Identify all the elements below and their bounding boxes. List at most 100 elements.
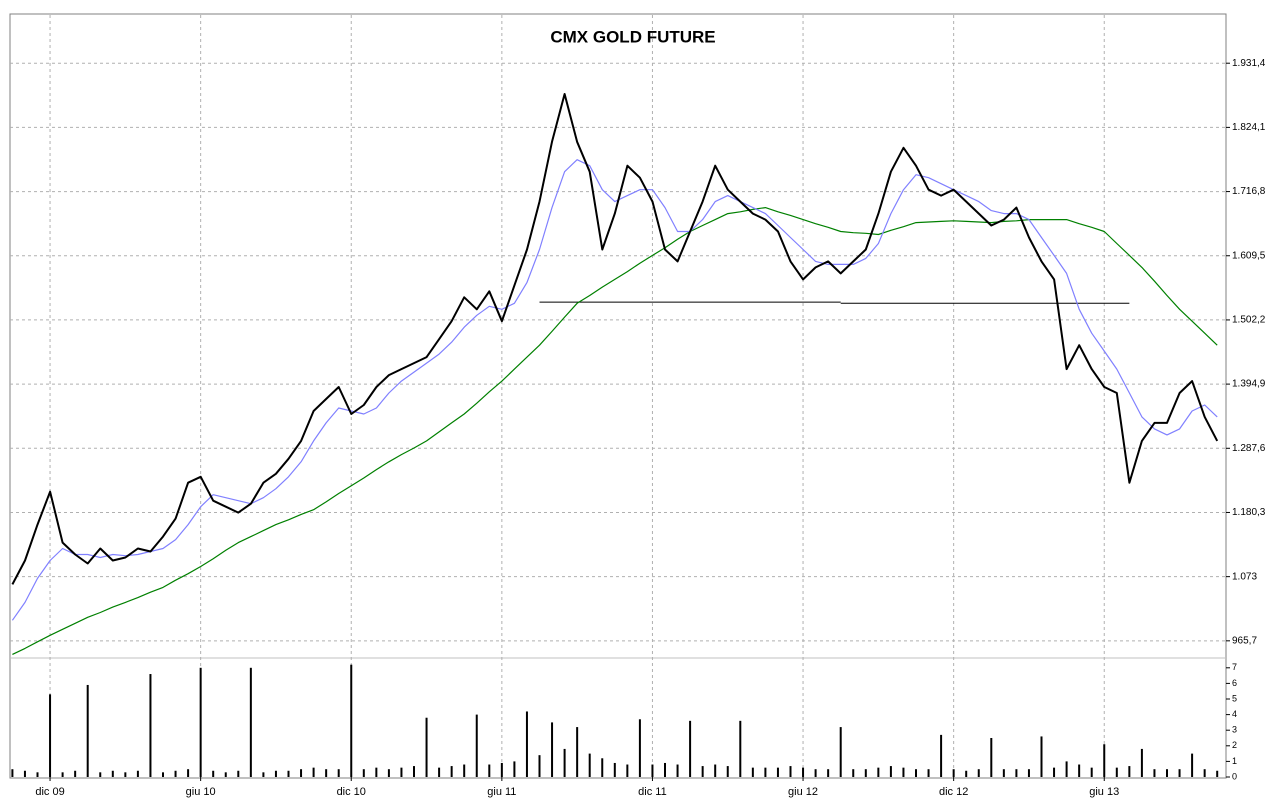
volume-bar <box>1178 769 1181 777</box>
volume-bar <box>99 772 102 777</box>
y-tick-label: 5 <box>1232 693 1237 703</box>
volume-bar <box>86 684 89 777</box>
plot-frame <box>9 13 1227 779</box>
volume-bar <box>965 770 968 777</box>
x-tick-label: giu 11 <box>487 786 516 798</box>
y-tick-label: 1.609,5 <box>1232 250 1266 261</box>
volume-bar <box>300 769 303 777</box>
volume-bar <box>626 764 629 777</box>
volume-bar <box>124 772 127 777</box>
price-line <box>11 159 1218 621</box>
volume-bar <box>249 667 252 777</box>
y-tick-label: 6 <box>1232 678 1237 688</box>
volume-bar <box>488 764 491 777</box>
volume-bar <box>1002 769 1005 777</box>
chart-title: CMX GOLD FUTURE <box>550 27 715 46</box>
y-tick-label: 1.716,8 <box>1232 186 1266 197</box>
y-tick-label: 2 <box>1232 740 1237 750</box>
volume-bar <box>199 667 202 777</box>
y-tick-label: 1.180,3 <box>1232 507 1266 518</box>
volume-bar <box>350 664 353 777</box>
volume-bar <box>438 767 441 777</box>
volume-bar <box>337 769 340 777</box>
volume-bar <box>902 767 905 777</box>
volume-bar <box>588 753 591 777</box>
volume-bar <box>212 770 215 777</box>
volume-bar <box>563 748 566 777</box>
volume-bar <box>274 770 277 777</box>
volume-bar <box>977 769 980 777</box>
y-tick-label: 1.394,9 <box>1232 379 1266 390</box>
volume-bar <box>513 761 516 777</box>
volume-bar <box>61 772 64 777</box>
volume-bar <box>940 734 943 777</box>
volume-bar <box>751 767 754 777</box>
volume-bar <box>1216 770 1219 777</box>
y-tick-label: 3 <box>1232 725 1237 735</box>
volume-bar <box>1015 769 1018 777</box>
x-tick-label: dic 09 <box>35 786 64 798</box>
y-tick-label: 1.502,2 <box>1232 315 1266 326</box>
volume-bar <box>676 764 679 777</box>
y-tick-label: 1.073 <box>1232 571 1257 582</box>
volume-bar <box>11 769 14 777</box>
volume-bar <box>1027 769 1030 777</box>
volume-bar <box>312 767 315 777</box>
y-tick-label: 0 <box>1232 771 1237 781</box>
volume-bar <box>49 694 52 777</box>
volume-bar <box>714 764 717 777</box>
volume-bar <box>814 769 817 777</box>
price-line <box>11 93 1219 585</box>
volume-bar <box>1078 764 1081 777</box>
y-tick-label: 965,7 <box>1232 635 1257 646</box>
y-tick-label: 7 <box>1232 662 1237 672</box>
volume-bar <box>162 772 164 777</box>
volume-bar <box>664 762 666 777</box>
volume-bar <box>915 769 917 777</box>
volume-bar <box>1103 744 1106 777</box>
volume-bar <box>827 769 830 777</box>
volume-bar <box>1203 769 1206 777</box>
volume-bar <box>287 770 290 777</box>
volume-bar <box>1090 767 1093 777</box>
volume-bar <box>1140 748 1143 777</box>
volume-bar <box>927 769 930 777</box>
volume-bar <box>1153 769 1156 777</box>
volume-bar <box>839 727 842 777</box>
volume-bar <box>262 772 265 777</box>
volume-bar <box>776 767 779 777</box>
volume-bar <box>413 766 415 777</box>
volume-bar <box>400 767 403 777</box>
volume-bar <box>463 764 466 777</box>
volume-bar <box>990 738 993 777</box>
volume-bar <box>500 762 503 777</box>
volume-bar <box>739 720 742 777</box>
volume-bar <box>613 762 616 777</box>
volume-bar <box>74 770 77 777</box>
y-tick-label: 4 <box>1232 709 1237 719</box>
x-tick-label: dic 12 <box>939 786 968 798</box>
y-tick-label: 1.931,4 <box>1232 58 1266 69</box>
volume-bar <box>1040 736 1043 777</box>
volume-bar <box>651 764 654 777</box>
x-tick-label: giu 13 <box>1089 786 1119 798</box>
volume-bar <box>1166 769 1168 777</box>
volume-bar <box>952 769 955 777</box>
volume-bar <box>701 766 704 777</box>
volume-bar <box>375 767 378 777</box>
volume-bar <box>852 769 855 777</box>
volume-bar <box>325 769 328 777</box>
volume-bar <box>237 770 240 777</box>
volume-bar <box>149 674 152 777</box>
y-tick-label: 1.824,1 <box>1232 122 1266 133</box>
x-tick-label: dic 11 <box>638 786 667 798</box>
x-tick-label: giu 10 <box>186 786 216 798</box>
volume-bar <box>689 720 692 777</box>
volume-bar <box>1191 753 1194 777</box>
volume-bar <box>187 769 190 777</box>
volume-bar <box>1115 767 1118 777</box>
volume-bar <box>864 769 867 777</box>
volume-bar <box>1065 761 1068 777</box>
volume-bar <box>136 770 139 777</box>
